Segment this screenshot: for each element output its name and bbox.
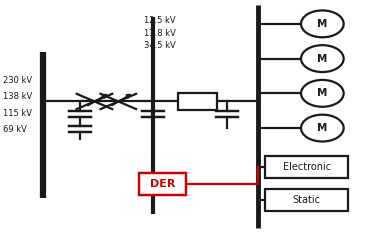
Text: 138 kV: 138 kV xyxy=(3,92,32,101)
Text: 230 kV: 230 kV xyxy=(3,76,32,85)
Text: M: M xyxy=(317,88,328,98)
Bar xyxy=(138,173,186,195)
Circle shape xyxy=(301,10,344,37)
Text: Static: Static xyxy=(293,195,321,205)
Circle shape xyxy=(301,115,344,141)
Text: M: M xyxy=(317,123,328,133)
Text: 115 kV: 115 kV xyxy=(3,109,31,117)
Text: M: M xyxy=(317,19,328,29)
Text: 34.5 kV: 34.5 kV xyxy=(144,41,176,50)
Text: 12.5 kV: 12.5 kV xyxy=(144,16,176,25)
Text: 69 kV: 69 kV xyxy=(3,125,27,134)
Text: 13.8 kV: 13.8 kV xyxy=(144,29,176,38)
Circle shape xyxy=(301,80,344,107)
Text: DER: DER xyxy=(150,179,175,189)
Text: M: M xyxy=(317,54,328,64)
Bar xyxy=(178,93,217,110)
Bar xyxy=(265,156,348,178)
Text: Electronic: Electronic xyxy=(283,162,331,172)
Circle shape xyxy=(301,45,344,72)
Bar xyxy=(265,189,348,211)
